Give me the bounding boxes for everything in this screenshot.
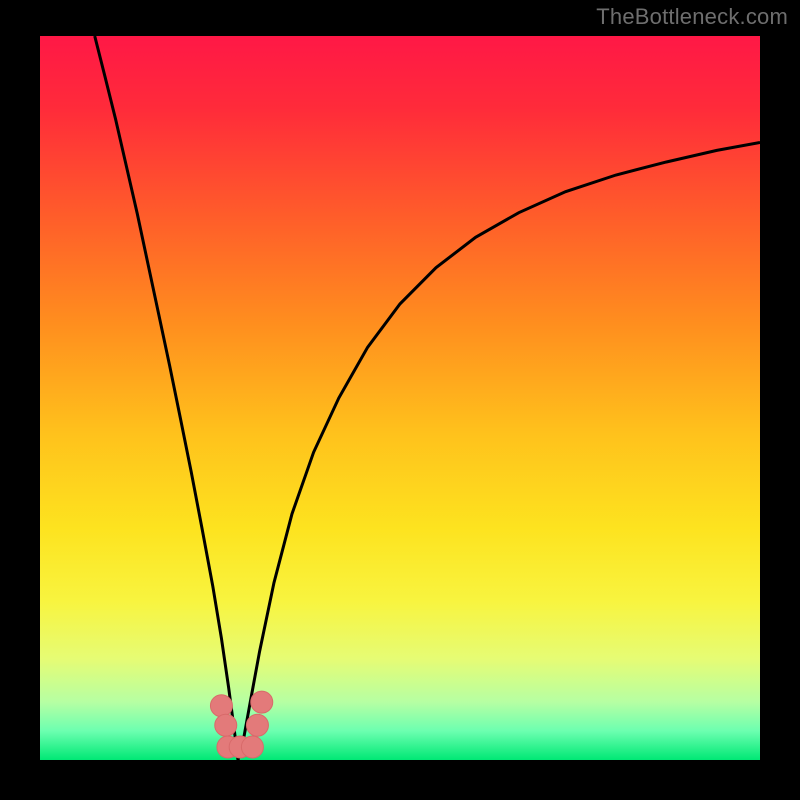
bottleneck-curve-chart (0, 0, 800, 800)
marker-dot (251, 691, 273, 713)
marker-dot (246, 714, 268, 736)
marker-dot (241, 736, 263, 758)
marker-dot (215, 714, 237, 736)
marker-dot (210, 695, 232, 717)
chart-container: TheBottleneck.com (0, 0, 800, 800)
watermark-text: TheBottleneck.com (596, 4, 788, 30)
gradient-background (40, 36, 760, 760)
